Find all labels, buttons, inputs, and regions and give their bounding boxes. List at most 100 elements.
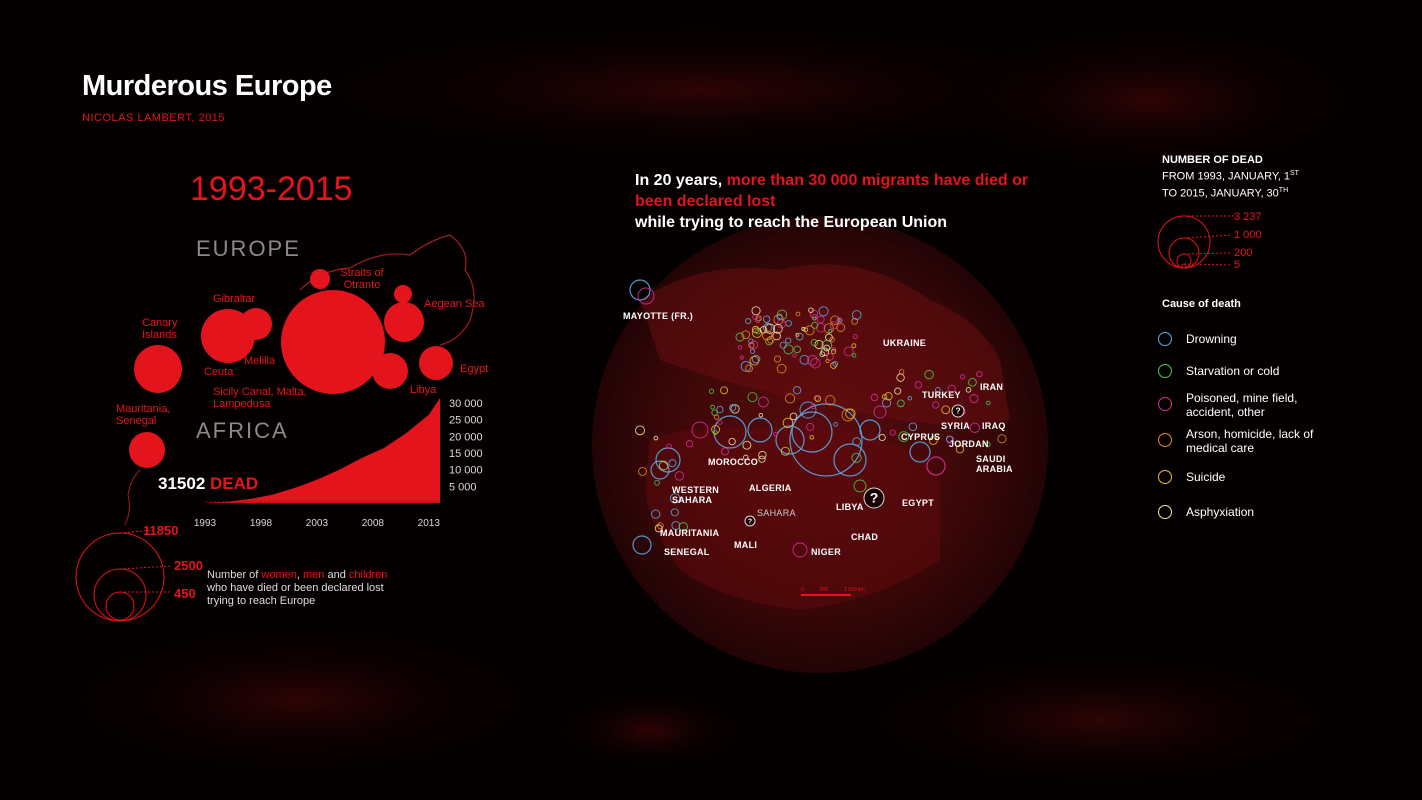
incident-circle bbox=[884, 392, 893, 401]
starvation-ring-icon bbox=[1158, 364, 1172, 378]
incident-circle bbox=[742, 440, 752, 450]
incident-circle bbox=[837, 318, 842, 323]
area-texture bbox=[373, 500, 377, 504]
question-mark-icon: ? bbox=[955, 406, 960, 416]
area-texture bbox=[224, 500, 228, 504]
bubble-melilla bbox=[240, 308, 272, 340]
legend-size-circles bbox=[1157, 215, 1234, 269]
incident-circle bbox=[750, 348, 756, 354]
left-legend-value-1: 11850 bbox=[143, 523, 179, 538]
incident-circle bbox=[708, 388, 715, 394]
label-egypt: Egypt bbox=[460, 363, 489, 375]
incident-circle bbox=[825, 359, 830, 364]
incident-circle bbox=[808, 307, 814, 313]
incident-circle bbox=[843, 346, 854, 357]
legend-title: NUMBER OF DEAD FROM 1993, JANUARY, 1ST T… bbox=[1162, 154, 1299, 200]
incident-circle bbox=[878, 433, 886, 442]
incident-circle bbox=[997, 434, 1007, 444]
incident-circle bbox=[873, 405, 887, 419]
area-texture bbox=[341, 500, 346, 504]
incident-circle bbox=[730, 404, 740, 414]
area-texture bbox=[263, 500, 267, 504]
incident-circle bbox=[764, 323, 776, 334]
incident-circle bbox=[751, 354, 761, 364]
area-texture bbox=[267, 500, 271, 504]
cause-poisoned: Poisoned, mine field, accident, other bbox=[1158, 391, 1338, 419]
area-texture bbox=[228, 500, 232, 504]
incident-circle bbox=[678, 522, 688, 532]
place-western-sahara: WESTERN SAHARA bbox=[672, 485, 720, 505]
legend-value-3: 200 bbox=[1234, 247, 1253, 259]
incident-circle bbox=[795, 332, 804, 341]
incident-circle bbox=[773, 355, 782, 363]
incident-circle bbox=[810, 403, 817, 410]
area-texture bbox=[306, 500, 310, 504]
area-texture bbox=[310, 500, 314, 504]
incident-circle bbox=[830, 348, 837, 355]
x-tick-label: 1993 bbox=[194, 518, 217, 529]
left-size-legend bbox=[75, 529, 173, 622]
area-texture bbox=[404, 500, 408, 504]
incident-circle bbox=[749, 355, 760, 366]
incident-circle bbox=[898, 369, 905, 375]
route-bubbles bbox=[129, 269, 453, 468]
incident-circle bbox=[960, 374, 966, 380]
area-texture bbox=[247, 500, 252, 504]
incident-circle bbox=[821, 339, 833, 351]
area-texture bbox=[291, 500, 295, 504]
incident-circle bbox=[655, 447, 681, 473]
incident-circle bbox=[716, 405, 724, 414]
incident-circle bbox=[969, 394, 979, 404]
incident-circle bbox=[712, 430, 718, 436]
incident-circle bbox=[762, 323, 773, 333]
scale-bar: 0 500 1 000 km bbox=[801, 587, 865, 593]
incident-circle bbox=[845, 408, 856, 419]
area-texture bbox=[432, 500, 436, 504]
unknown-location-circle bbox=[863, 487, 885, 509]
incident-circle bbox=[747, 417, 773, 443]
incident-circle bbox=[793, 386, 802, 395]
x-tick-label: 2013 bbox=[418, 518, 441, 529]
bubble-sicily-canal bbox=[281, 290, 385, 394]
incident-circle bbox=[745, 318, 752, 325]
incident-circle bbox=[831, 347, 836, 352]
bubble-canary-islands bbox=[134, 345, 182, 393]
headline: In 20 years, more than 30 000 migrants h… bbox=[635, 172, 1029, 231]
bubble-libya bbox=[372, 353, 408, 389]
incident-circle bbox=[669, 493, 681, 504]
incident-circle bbox=[969, 422, 980, 433]
incident-circle bbox=[896, 373, 905, 382]
incident-circle bbox=[785, 337, 792, 344]
bubble-aegean-small bbox=[394, 285, 412, 303]
label-otranto: Straits of Otranto bbox=[340, 267, 384, 291]
incident-circle bbox=[685, 440, 694, 448]
incident-circle bbox=[737, 345, 743, 350]
place-senegal: SENEGAL bbox=[664, 547, 710, 557]
incident-circle bbox=[729, 404, 737, 412]
cause-starvation: Starvation or cold bbox=[1158, 364, 1358, 378]
incident-circle bbox=[710, 404, 715, 410]
incident-circle bbox=[654, 479, 660, 486]
area-texture bbox=[314, 500, 318, 504]
incident-circle bbox=[853, 479, 867, 493]
total-dead-label: DEAD bbox=[210, 474, 259, 493]
incident-circle bbox=[713, 415, 747, 449]
incident-circle bbox=[851, 452, 862, 463]
incident-circle bbox=[795, 311, 801, 317]
area-texture bbox=[259, 500, 263, 504]
label-aegean: Aegean Sea bbox=[424, 298, 485, 310]
incident-circle bbox=[935, 387, 941, 393]
incident-circle bbox=[799, 354, 810, 365]
incident-circle bbox=[947, 384, 956, 393]
incident-circle bbox=[751, 306, 761, 316]
area-texture bbox=[416, 500, 420, 504]
incident-circle bbox=[758, 450, 767, 460]
cause-asphyxiation: Asphyxiation bbox=[1158, 505, 1358, 519]
area-texture bbox=[361, 500, 365, 504]
place-mayotte: MAYOTTE (FR.) bbox=[623, 311, 694, 321]
incident-circle bbox=[929, 436, 938, 445]
incident-circle bbox=[941, 405, 951, 415]
area-texture bbox=[381, 500, 385, 504]
area-texture bbox=[400, 500, 404, 504]
